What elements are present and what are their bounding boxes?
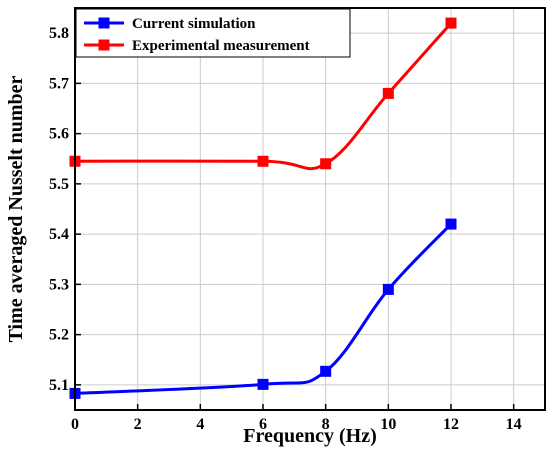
y-tick-label: 5.4 — [49, 226, 69, 243]
x-tick-label: 4 — [196, 416, 204, 433]
legend-marker — [98, 17, 110, 29]
legend-label: Current simulation — [132, 16, 256, 32]
legend-box — [75, 8, 351, 58]
data-point — [320, 365, 332, 377]
legend-marker — [98, 39, 110, 51]
data-point — [257, 155, 269, 167]
x-tick-label: 0 — [71, 416, 79, 433]
x-tick-label: 12 — [443, 416, 459, 433]
y-tick-label: 5.5 — [49, 176, 69, 193]
x-tick-label: 8 — [322, 416, 330, 433]
y-tick-label: 5.1 — [49, 377, 69, 394]
data-point — [382, 87, 394, 99]
x-axis-title: Frequency (Hz) — [243, 425, 377, 447]
y-axis-title: Time averaged Nusselt number — [5, 75, 27, 342]
x-tick-label: 14 — [506, 416, 522, 433]
x-tick-label: 10 — [380, 416, 396, 433]
data-point — [445, 17, 457, 29]
data-point — [320, 158, 332, 170]
y-tick-label: 5.2 — [49, 327, 69, 344]
x-tick-label: 2 — [134, 416, 142, 433]
plot-frame — [74, 7, 546, 411]
series-layer — [69, 17, 457, 399]
legend-label: Experimental measurement — [132, 38, 310, 54]
series-line — [74, 22, 453, 171]
data-point — [382, 283, 394, 295]
x-tick-label: 6 — [259, 416, 267, 433]
y-tick-label: 5.6 — [49, 126, 69, 143]
y-tick-label: 5.7 — [49, 75, 69, 92]
legend: Current simulation Experimental measureme… — [75, 8, 351, 58]
y-tick-label: 5.3 — [49, 276, 69, 293]
y-tick-label: 5.8 — [49, 25, 69, 42]
data-point — [257, 378, 269, 390]
grid — [74, 8, 545, 410]
data-point — [445, 218, 457, 230]
axis-ticks: 0 2 4 6 8 10 12 14 5.1 5.2 5.3 5.4 5.5 5.6 5.7 5.8 — [49, 25, 522, 433]
